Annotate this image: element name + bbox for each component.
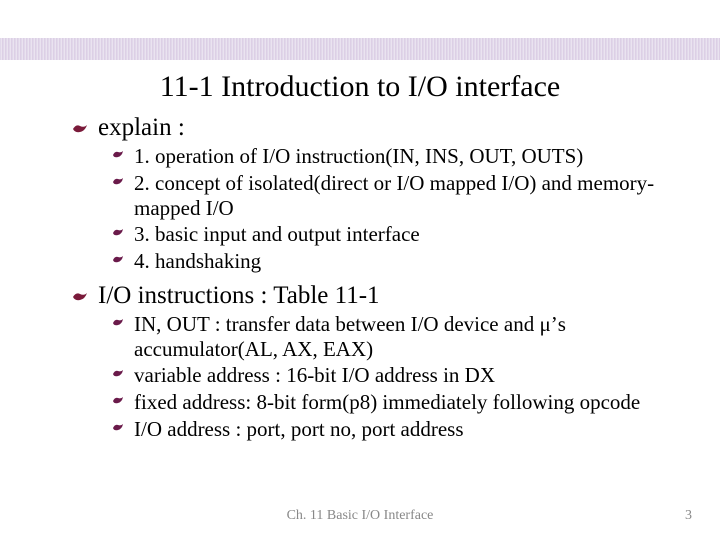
list-item: 1. operation of I/O instruction(IN, INS,… [112, 144, 680, 169]
item-text: I/O address : port, port no, port addres… [134, 417, 680, 442]
heading-instructions: I/O instructions : Table 11-1 [72, 282, 680, 310]
heading-text: explain : [98, 114, 680, 142]
footer-chapter: Ch. 11 Basic I/O Interface [0, 508, 720, 524]
leaf-bullet-icon [112, 396, 124, 405]
leaf-bullet-icon [112, 369, 124, 378]
leaf-bullet-icon [112, 318, 124, 327]
list-item: 4. handshaking [112, 249, 680, 274]
list-item: IN, OUT : transfer data between I/O devi… [112, 312, 680, 362]
list-item: fixed address: 8-bit form(p8) immediatel… [112, 390, 680, 415]
slide-title: 11-1 Introduction to I/O interface [0, 70, 720, 104]
list-item: I/O address : port, port no, port addres… [112, 417, 680, 442]
decorative-top-band [0, 38, 720, 60]
item-text: 2. concept of isolated(direct or I/O map… [134, 171, 680, 221]
item-text: fixed address: 8-bit form(p8) immediatel… [134, 390, 680, 415]
leaf-bullet-icon [72, 123, 88, 135]
heading-text: I/O instructions : Table 11-1 [98, 282, 680, 310]
heading-explain: explain : [72, 114, 680, 142]
leaf-bullet-icon [112, 423, 124, 432]
leaf-bullet-icon [112, 150, 124, 159]
slide: 11-1 Introduction to I/O interface expla… [0, 0, 720, 540]
list-item: variable address : 16-bit I/O address in… [112, 363, 680, 388]
item-text: 4. handshaking [134, 249, 680, 274]
leaf-bullet-icon [72, 291, 88, 303]
item-text: IN, OUT : transfer data between I/O devi… [134, 312, 680, 362]
item-text: 3. basic input and output interface [134, 222, 680, 247]
leaf-bullet-icon [112, 228, 124, 237]
leaf-bullet-icon [112, 255, 124, 264]
slide-body: explain : 1. operation of I/O instructio… [72, 110, 680, 444]
list-item: 3. basic input and output interface [112, 222, 680, 247]
list-item: 2. concept of isolated(direct or I/O map… [112, 171, 680, 221]
item-text: variable address : 16-bit I/O address in… [134, 363, 680, 388]
footer-page-number: 3 [685, 508, 692, 524]
item-text: 1. operation of I/O instruction(IN, INS,… [134, 144, 680, 169]
leaf-bullet-icon [112, 177, 124, 186]
